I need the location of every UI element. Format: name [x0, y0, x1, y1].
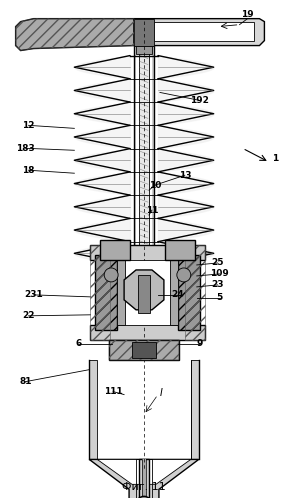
Text: Фиг. 11: Фиг. 11 [122, 483, 166, 493]
Bar [136, 45, 152, 53]
Bar [134, 18, 154, 45]
Text: 109: 109 [210, 269, 229, 278]
Polygon shape [89, 460, 199, 499]
Text: 12: 12 [22, 121, 35, 130]
Bar [89, 360, 97, 460]
Bar [100, 240, 130, 260]
Text: 111: 111 [104, 387, 123, 396]
Polygon shape [134, 18, 264, 45]
Bar [139, 460, 149, 499]
Ellipse shape [177, 268, 191, 282]
Polygon shape [124, 270, 164, 310]
Bar [117, 260, 178, 325]
Text: 81: 81 [19, 377, 32, 386]
Bar [139, 50, 149, 315]
Text: 13: 13 [179, 171, 191, 180]
Bar [136, 460, 152, 499]
Text: 183: 183 [16, 144, 35, 153]
Text: 231: 231 [24, 290, 43, 299]
Bar [178, 255, 200, 330]
Bar [154, 21, 255, 40]
Ellipse shape [136, 497, 152, 499]
Text: 18: 18 [22, 166, 35, 175]
Bar [138, 275, 150, 313]
Bar [109, 340, 179, 360]
Text: 1: 1 [272, 154, 279, 163]
Text: 23: 23 [211, 280, 224, 289]
Text: 10: 10 [149, 181, 161, 190]
Text: 6: 6 [75, 339, 81, 348]
Text: 25: 25 [211, 258, 224, 267]
Bar [191, 360, 199, 460]
Text: $\it{I}$: $\it{I}$ [159, 386, 164, 398]
Bar [95, 255, 117, 330]
Bar [109, 340, 179, 360]
Bar [117, 260, 125, 325]
Bar [132, 342, 156, 358]
Ellipse shape [104, 268, 118, 282]
Polygon shape [90, 245, 205, 340]
Polygon shape [16, 18, 134, 50]
Text: 5: 5 [216, 293, 223, 302]
Bar [170, 260, 178, 325]
Text: 19: 19 [241, 10, 254, 19]
Text: 24: 24 [172, 290, 184, 299]
Bar [165, 240, 195, 260]
Bar [134, 30, 154, 320]
Text: 11: 11 [146, 206, 158, 215]
Bar [136, 32, 152, 318]
Polygon shape [97, 460, 191, 485]
Bar [142, 460, 146, 499]
Text: 22: 22 [22, 311, 35, 320]
Text: 192: 192 [190, 96, 209, 105]
Text: 9: 9 [197, 339, 203, 348]
Bar [97, 360, 191, 460]
